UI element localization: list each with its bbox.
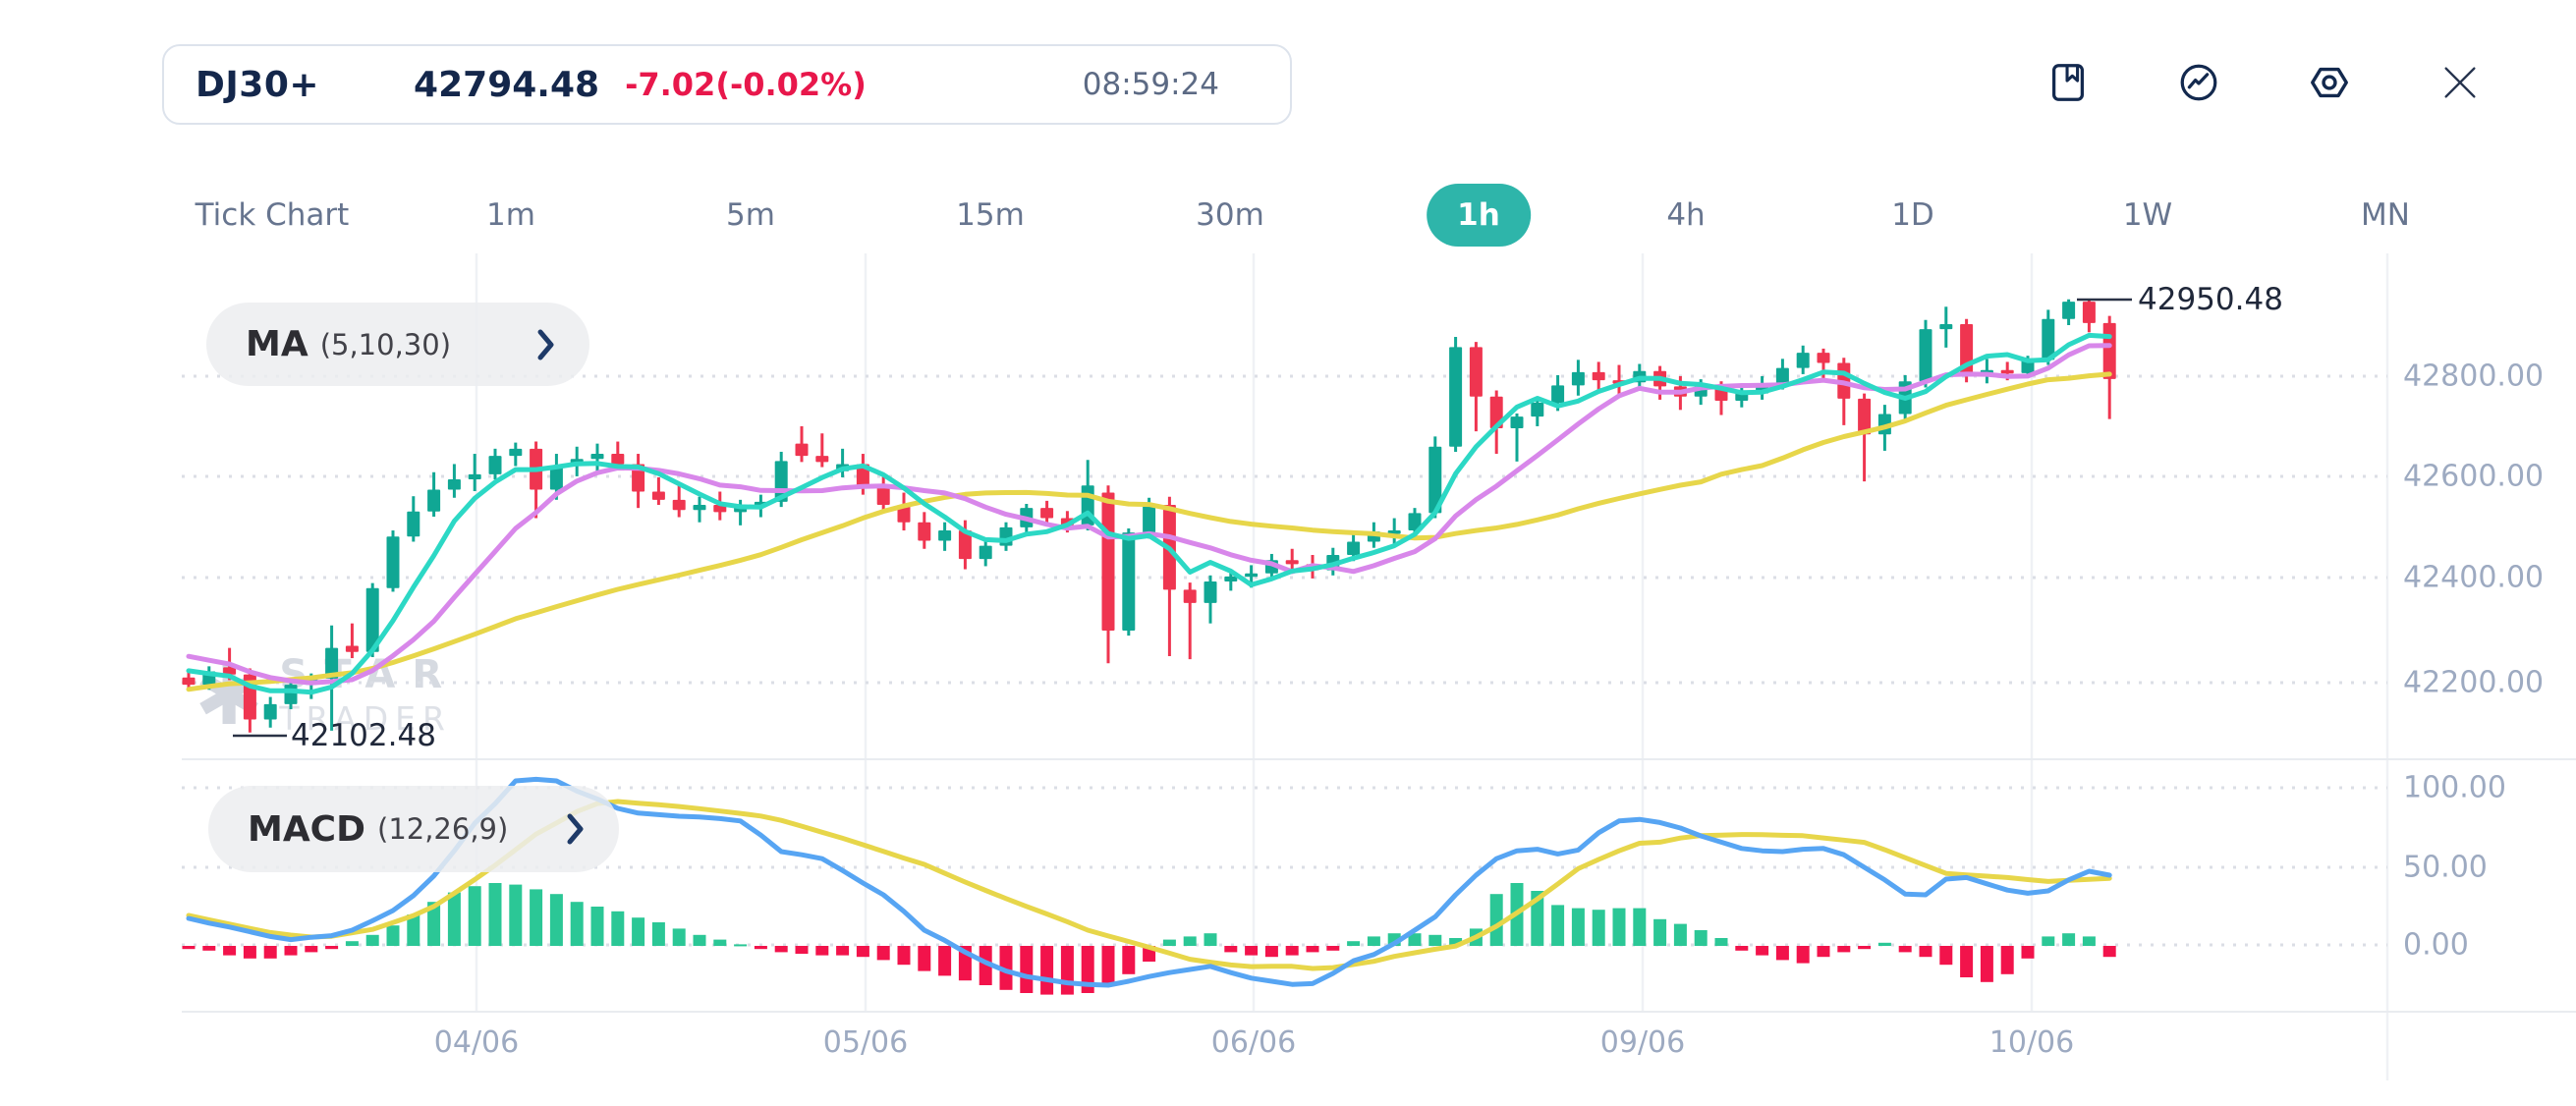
symbol-label: DJ30+ xyxy=(196,64,320,105)
last-price: 42794.48 xyxy=(414,64,600,105)
quote-card: DJ30+ 42794.48 -7.02(-0.02%) 08:59:24 xyxy=(162,44,1292,125)
macd-label: MACD xyxy=(248,808,365,850)
watermark-line2: TRADER xyxy=(279,699,452,738)
price-tick-label: 42800.00 xyxy=(2403,359,2545,394)
settings-icon xyxy=(2311,67,2348,98)
tab-mn[interactable]: MN xyxy=(2361,184,2410,247)
price-tick-label: 42200.00 xyxy=(2403,665,2545,700)
date-tick-label: 09/06 xyxy=(1599,1025,1686,1060)
close-button[interactable] xyxy=(2437,60,2483,105)
date-tick-label: 04/06 xyxy=(433,1025,520,1060)
tab-1h[interactable]: 1h xyxy=(1427,184,1531,247)
tab-1m[interactable]: 1m xyxy=(486,184,535,247)
high-price-label: 42950.48 xyxy=(2138,282,2283,317)
chevron-right-icon xyxy=(566,812,586,846)
tab-30m[interactable]: 30m xyxy=(1196,184,1264,247)
date-tick-label: 05/06 xyxy=(822,1025,909,1060)
header-toolbar xyxy=(2045,60,2483,105)
chevron-right-icon xyxy=(536,328,556,361)
tab-1d[interactable]: 1D xyxy=(1891,184,1934,247)
macd-tick-label: 100.00 xyxy=(2403,770,2506,805)
tab-15m[interactable]: 15m xyxy=(956,184,1025,247)
tab-tick-chart[interactable]: Tick Chart xyxy=(196,184,350,247)
settings-button[interactable] xyxy=(2307,60,2352,105)
tab-5m[interactable]: 5m xyxy=(726,184,775,247)
price-tick-label: 42600.00 xyxy=(2403,459,2545,494)
macd-params: (12,26,9) xyxy=(377,812,509,846)
date-tick-label: 10/06 xyxy=(1988,1025,2075,1060)
close-icon xyxy=(2444,67,2476,98)
tab-1w[interactable]: 1W xyxy=(2123,184,2172,247)
macd-indicator-button[interactable]: MACD (12,26,9) xyxy=(208,786,619,872)
chart-line-icon xyxy=(2180,64,2217,101)
bookmark-button[interactable] xyxy=(2045,60,2091,105)
date-tick-label: 06/06 xyxy=(1210,1025,1297,1060)
market-overview-button[interactable] xyxy=(2176,60,2221,105)
timeframe-tabs: Tick Chart 1m 5m 15m 30m 1h 4h 1D 1W MN xyxy=(0,184,2576,247)
macd-tick-label: 50.00 xyxy=(2403,850,2488,885)
price-change: -7.02(-0.02%) xyxy=(625,66,867,103)
macd-tick-label: 0.00 xyxy=(2403,927,2469,963)
tab-4h[interactable]: 4h xyxy=(1666,184,1705,247)
server-time: 08:59:24 xyxy=(1082,67,1219,102)
ma-label: MA xyxy=(246,324,308,364)
bookmark-icon xyxy=(2051,64,2085,101)
ma-indicator-button[interactable]: MA (5,10,30) xyxy=(206,303,589,386)
low-price-label: 42102.48 xyxy=(291,718,436,753)
price-tick-label: 42400.00 xyxy=(2403,560,2545,595)
ma-params: (5,10,30) xyxy=(319,327,452,361)
